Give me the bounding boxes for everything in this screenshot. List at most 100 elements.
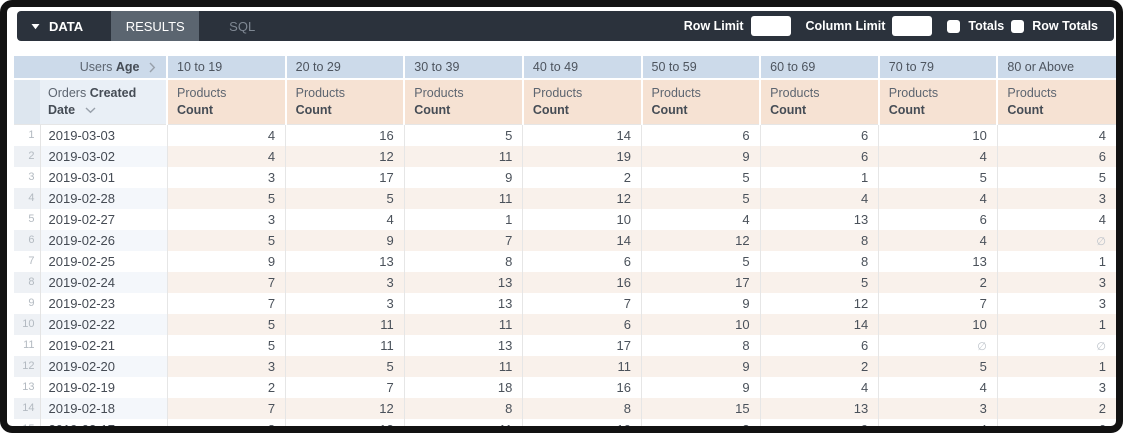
pivot-column-header[interactable]: 70 to 79 (877, 56, 998, 80)
pivot-column-header[interactable]: 20 to 29 (284, 56, 405, 80)
date-cell[interactable]: 2019-02-23 (48, 295, 116, 311)
value-cell[interactable]: 5 (166, 313, 286, 335)
value-cell[interactable]: ∅ (996, 334, 1116, 356)
value-cell[interactable]: 11 (285, 313, 405, 335)
date-cell[interactable]: 2019-02-19 (48, 379, 116, 395)
totals-checkbox[interactable] (947, 19, 961, 33)
value-cell[interactable]: 9 (285, 229, 405, 251)
value-cell[interactable]: 4 (759, 187, 879, 209)
value-cell[interactable]: 5 (759, 271, 879, 293)
value-cell[interactable]: 12 (522, 187, 642, 209)
value-cell[interactable]: 1 (403, 208, 523, 230)
value-cell[interactable]: 3 (878, 397, 998, 419)
date-cell[interactable]: 2019-02-22 (40, 313, 167, 335)
value-cell[interactable]: 9 (641, 355, 761, 377)
value-cell[interactable]: 4 (878, 376, 998, 398)
measure-header[interactable]: Products Count (284, 79, 405, 125)
value-cell[interactable]: 3 (285, 292, 405, 314)
value-cell[interactable]: 9 (641, 145, 761, 167)
value-cell[interactable]: 4 (878, 229, 998, 251)
value-cell[interactable]: 5 (878, 355, 998, 377)
value-cell[interactable]: 6 (759, 334, 879, 356)
date-cell[interactable]: 2019-02-28 (40, 187, 167, 209)
value-cell[interactable]: 8 (641, 334, 761, 356)
value-cell[interactable]: 8 (759, 229, 879, 251)
tab-results[interactable]: RESULTS (111, 11, 200, 41)
tab-sql[interactable]: SQL (229, 18, 256, 34)
value-cell[interactable]: 4 (641, 208, 761, 230)
value-cell[interactable]: ∅ (878, 334, 998, 356)
measure-header[interactable]: Products Count (521, 79, 642, 125)
value-cell[interactable]: 16 (522, 271, 642, 293)
value-cell[interactable]: 9 (641, 292, 761, 314)
pivot-column-header[interactable]: 10 to 19 (166, 56, 286, 80)
date-cell[interactable]: 2019-02-17 (40, 418, 167, 426)
value-cell[interactable]: 13 (403, 292, 523, 314)
value-cell[interactable]: 6 (522, 313, 642, 335)
value-cell[interactable]: 6 (522, 250, 642, 272)
value-cell[interactable]: 11 (285, 334, 405, 356)
value-cell[interactable]: 2 (759, 355, 879, 377)
value-cell[interactable]: 6 (996, 418, 1116, 426)
measure-header[interactable]: Products Count (759, 79, 879, 125)
value-cell[interactable]: 2 (522, 166, 642, 188)
value-cell[interactable]: 4 (166, 145, 286, 167)
value-cell[interactable]: 11 (403, 418, 523, 426)
value-cell[interactable]: 3 (996, 292, 1116, 314)
value-cell[interactable]: 3 (166, 355, 286, 377)
measure-header[interactable]: Products Count (166, 79, 286, 125)
value-cell[interactable]: 2 (996, 397, 1116, 419)
value-cell[interactable]: 5 (641, 187, 761, 209)
value-cell[interactable]: 17 (641, 271, 761, 293)
value-cell[interactable]: 3 (285, 271, 405, 293)
value-cell[interactable]: 14 (522, 124, 642, 146)
tab-data[interactable]: DATA (17, 11, 111, 41)
value-cell[interactable]: 6 (759, 124, 879, 146)
value-cell[interactable]: 8 (403, 397, 523, 419)
value-cell[interactable]: 17 (285, 166, 405, 188)
date-cell[interactable]: 2019-02-24 (40, 271, 167, 293)
value-cell[interactable]: 9 (641, 376, 761, 398)
value-cell[interactable]: 14 (522, 229, 642, 251)
value-cell[interactable]: 11 (403, 313, 523, 335)
date-cell[interactable]: 2019-02-21 (48, 337, 116, 353)
value-cell[interactable]: 10 (878, 124, 998, 146)
pivot-dimension-header[interactable]: Users Age (14, 56, 167, 80)
value-cell[interactable]: 5 (166, 229, 286, 251)
date-cell[interactable]: 2019-02-27 (48, 211, 116, 227)
value-cell[interactable]: 16 (522, 376, 642, 398)
value-cell[interactable]: 7 (878, 292, 998, 314)
measure-header[interactable]: Products Count (640, 79, 761, 125)
value-cell[interactable]: 7 (285, 376, 405, 398)
value-cell[interactable]: 5 (641, 250, 761, 272)
value-cell[interactable]: 13 (878, 250, 998, 272)
date-cell[interactable]: 2019-02-25 (48, 253, 116, 269)
value-cell[interactable]: 3 (996, 271, 1116, 293)
value-cell[interactable]: 2 (166, 376, 286, 398)
value-cell[interactable]: 11 (403, 145, 523, 167)
value-cell[interactable]: 4 (996, 124, 1116, 146)
date-cell[interactable]: 2019-03-02 (40, 145, 167, 167)
value-cell[interactable]: 12 (285, 145, 405, 167)
value-cell[interactable]: 6 (996, 145, 1116, 167)
measure-header[interactable]: Products Count (403, 79, 523, 125)
value-cell[interactable]: 1 (996, 355, 1116, 377)
value-cell[interactable]: 1 (759, 166, 879, 188)
value-cell[interactable]: 3 (166, 208, 286, 230)
value-cell[interactable]: 7 (166, 397, 286, 419)
value-cell[interactable]: 3 (166, 166, 286, 188)
value-cell[interactable]: 17 (522, 334, 642, 356)
value-cell[interactable]: 10 (878, 313, 998, 335)
value-cell[interactable]: 12 (285, 397, 405, 419)
value-cell[interactable]: 11 (403, 187, 523, 209)
value-cell[interactable]: 16 (285, 124, 405, 146)
value-cell[interactable]: 10 (522, 208, 642, 230)
value-cell[interactable]: 13 (759, 208, 879, 230)
value-cell[interactable]: 3 (996, 187, 1116, 209)
value-cell[interactable]: 12 (641, 229, 761, 251)
value-cell[interactable]: 3 (641, 418, 761, 426)
measure-header[interactable]: Products Count (877, 79, 998, 125)
row-limit-input[interactable] (750, 16, 791, 36)
pivot-column-header[interactable]: 60 to 69 (759, 56, 879, 80)
value-cell[interactable]: 19 (522, 145, 642, 167)
